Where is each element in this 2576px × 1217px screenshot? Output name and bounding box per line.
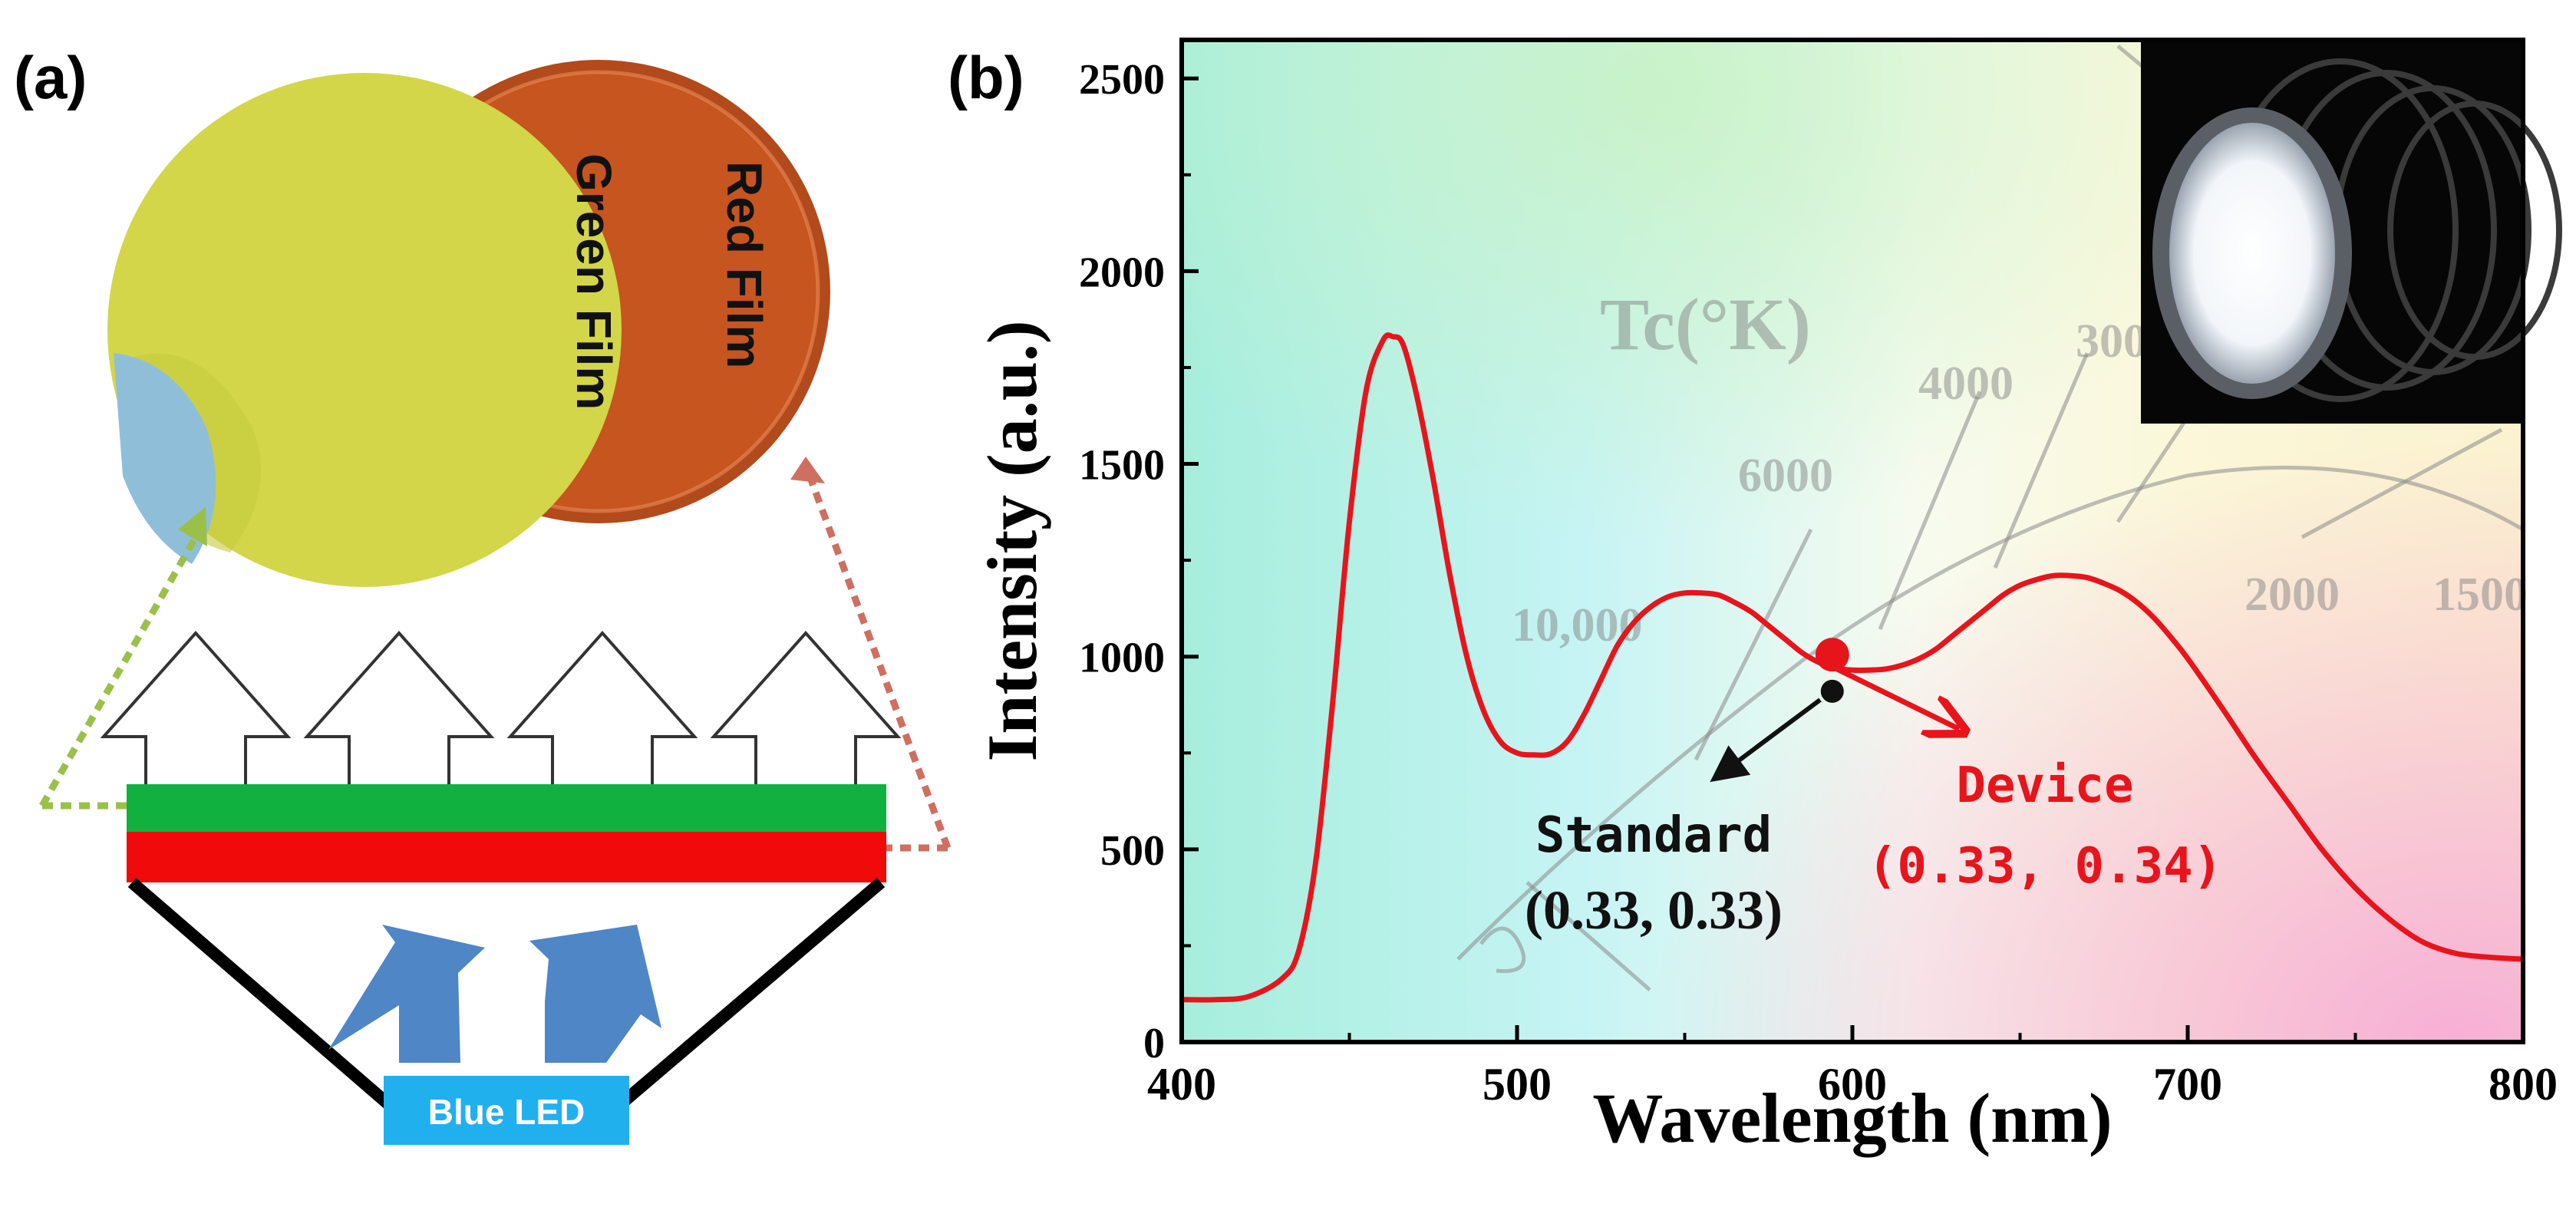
white-arrow	[710, 630, 902, 792]
blue-light-arrows	[328, 925, 661, 1063]
y-tick-label: 1500	[1079, 442, 1165, 490]
y-tick-label: 1000	[1079, 635, 1165, 682]
lamp-inset-photo	[2141, 40, 2562, 424]
blue-arrow	[328, 925, 485, 1063]
green-layer	[127, 784, 886, 832]
spectrum-line	[1182, 332, 2523, 1003]
blue-led-label: Blue LED	[428, 1092, 585, 1132]
panel-a-label: (a)	[14, 44, 87, 111]
green-film-disc	[107, 73, 622, 587]
standard-point	[1820, 679, 1844, 703]
isotherm-line	[1525, 881, 1651, 991]
isotherm-line	[1993, 352, 2089, 569]
green-pointer-head	[178, 506, 207, 546]
blue-led-chip	[384, 1076, 629, 1145]
led-cup	[127, 877, 886, 1110]
y-axis-title: Intensity (a.u.)	[973, 320, 1051, 761]
panel-b-label: (b)	[948, 44, 1024, 111]
x-tick-label: 800	[2489, 1059, 2558, 1110]
y-tick-label: 2500	[1079, 56, 1165, 104]
y-tick-label: 0	[1143, 1020, 1165, 1067]
cct-label: 6000	[1738, 450, 1833, 502]
y-tick-label: 500	[1100, 827, 1165, 875]
white-arrow	[506, 630, 698, 792]
green-film-label: Green Film	[566, 153, 622, 410]
isotherm-line	[1878, 391, 1982, 630]
cct-label: 10,000	[1512, 599, 1643, 651]
isotherm-line	[1694, 528, 1813, 761]
device-arrow	[1832, 665, 1959, 729]
y-axis: 0 500 1000 1500 2000 2500	[1079, 56, 1199, 1067]
locus-curve	[1479, 926, 1526, 974]
x-tick-label: 500	[1483, 1059, 1552, 1110]
x-axis: 400 500 600 700 800	[1147, 1025, 2558, 1110]
standard-coords: (0.33, 0.33)	[1525, 879, 1783, 941]
x-axis-title: Wavelength (nm)	[1592, 1079, 2112, 1157]
green-pointer-line	[39, 535, 199, 810]
standard-label: Standard	[1535, 807, 1772, 864]
cct-label: 4000	[1918, 358, 2014, 410]
red-layer	[127, 832, 886, 882]
blue-arrow	[529, 925, 661, 1063]
x-tick-label: 700	[2153, 1059, 2222, 1110]
cct-labels: Tc(°K) 10,000 6000 4000 3000 2000 1500	[1512, 283, 2528, 651]
x-tick-label: 400	[1147, 1059, 1216, 1110]
device-point	[1815, 638, 1849, 672]
red-pointer-head	[790, 457, 825, 483]
red-film-label: Red Film	[717, 161, 772, 368]
device-label: Device	[1956, 757, 2133, 814]
panel-b: (b) Tc(°K) 10,000 6000 4000 3000 2000	[948, 38, 2562, 1157]
white-arrow	[303, 630, 495, 792]
panel-a: (a) Green Film Red Film	[14, 44, 952, 1145]
cct-title: Tc(°K)	[1600, 283, 1811, 365]
y-tick-label: 2000	[1079, 249, 1165, 296]
standard-arrow	[1710, 698, 1822, 783]
device-coords: (0.33, 0.34)	[1868, 838, 2222, 895]
emission-arrows	[100, 630, 902, 792]
isotherm-line	[2301, 427, 2503, 539]
x-tick-label: 600	[1818, 1059, 1887, 1110]
cct-label: 1500	[2433, 569, 2528, 621]
cct-label: 2000	[2245, 569, 2340, 621]
locus-curve	[1456, 465, 2523, 961]
white-arrow	[100, 630, 292, 792]
